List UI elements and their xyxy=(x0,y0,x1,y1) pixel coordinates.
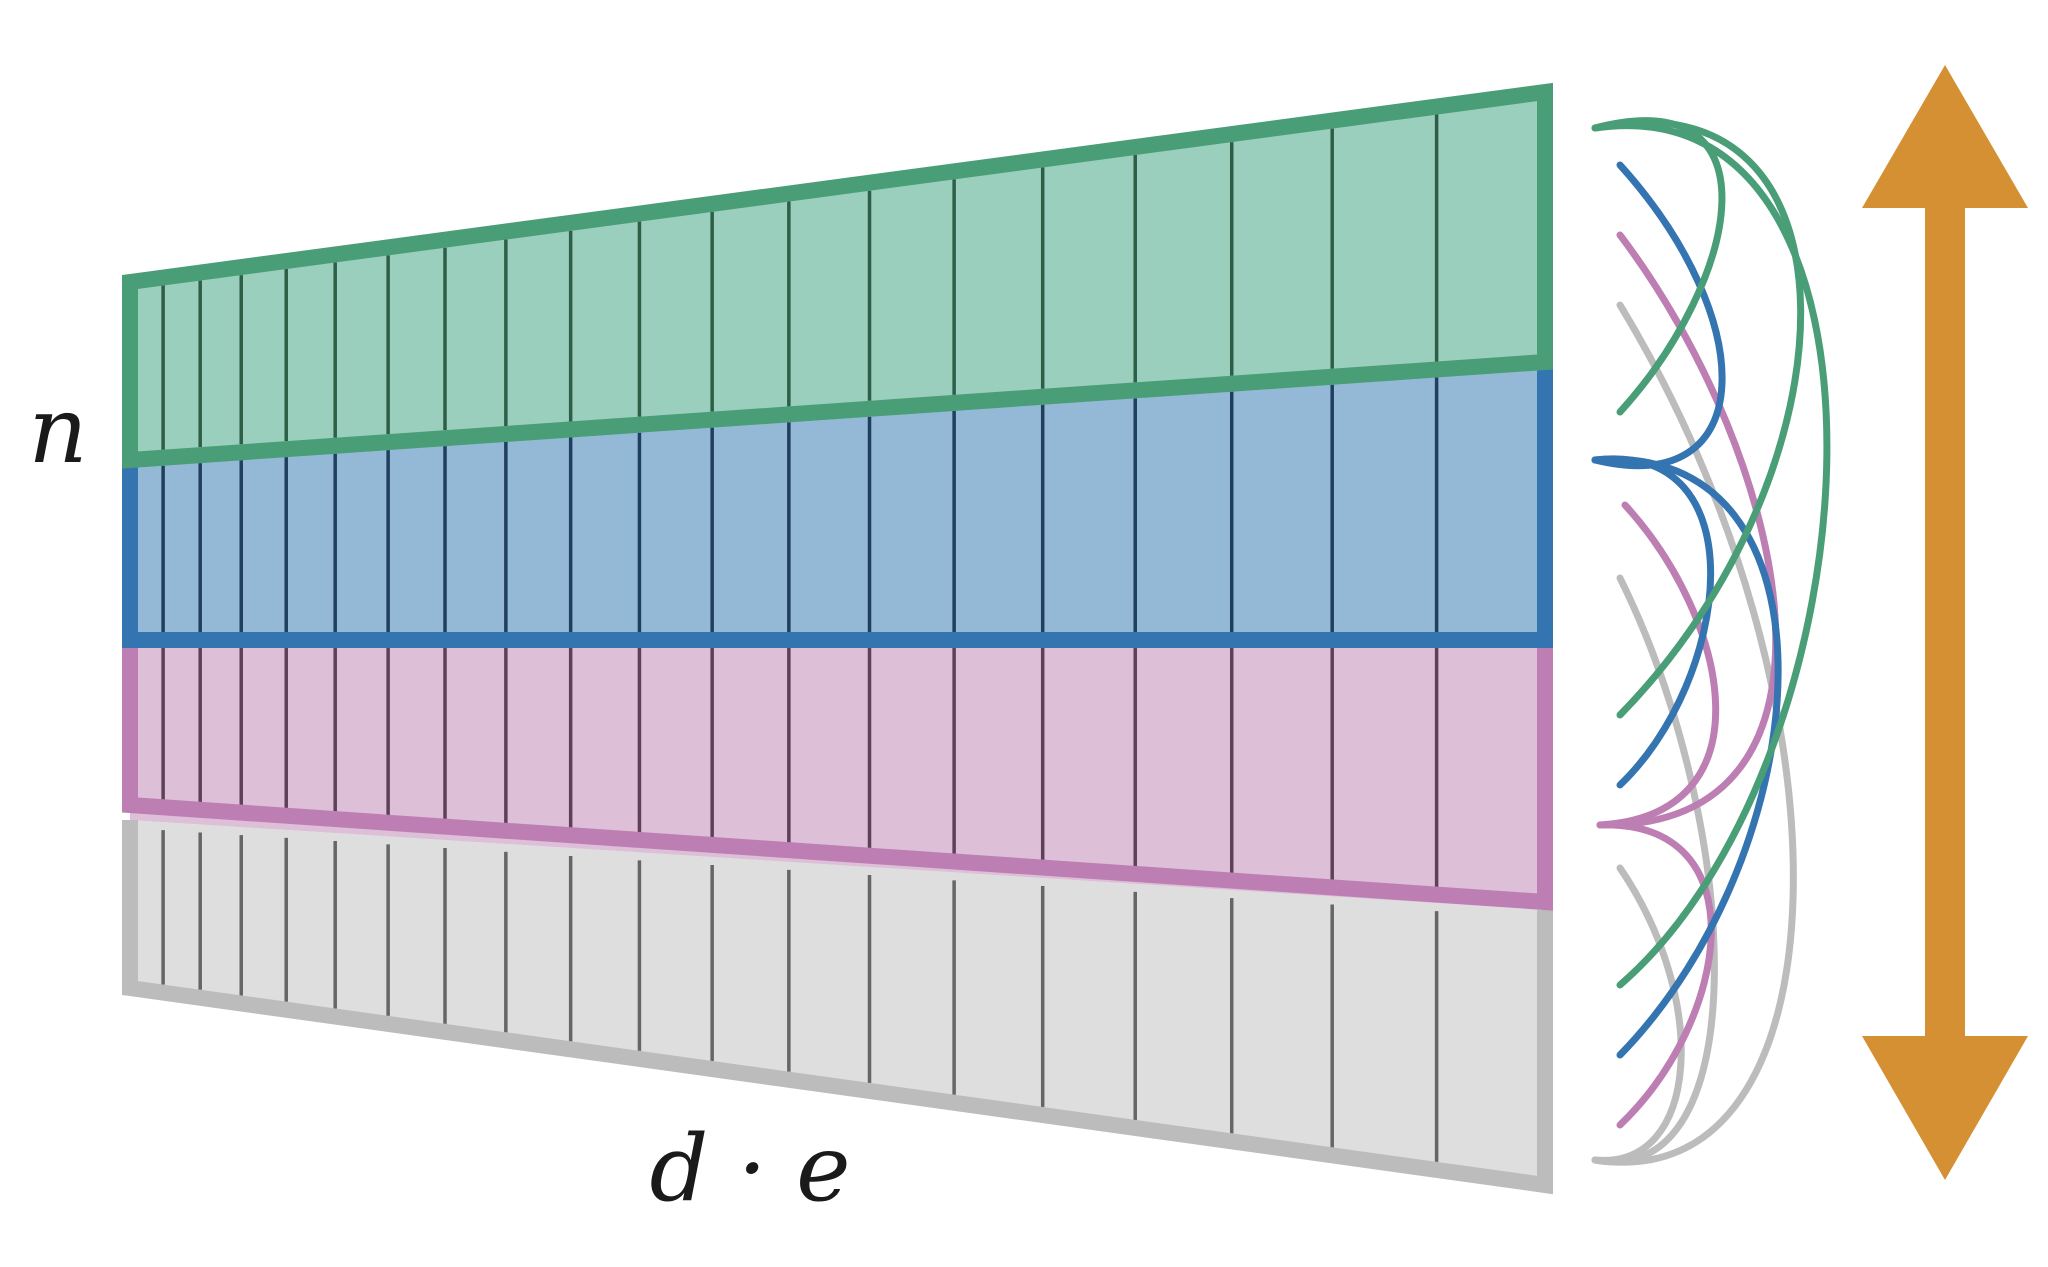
orange-arrow-head-up xyxy=(1862,65,2028,208)
rows-label: n xyxy=(28,377,87,484)
pink-arc-down xyxy=(1600,825,1711,1125)
blue-arc-up xyxy=(1595,165,1722,466)
columns-label: d · e xyxy=(649,1115,850,1222)
orange-arrow-shaft xyxy=(1925,200,1965,1050)
attention-arrows xyxy=(1595,121,1827,1163)
gray-arc-short xyxy=(1595,868,1681,1160)
sequence-length-arrow xyxy=(1862,65,2028,1180)
orange-arrow-head-down xyxy=(1862,1036,2028,1180)
gray-arc-long xyxy=(1595,305,1793,1162)
